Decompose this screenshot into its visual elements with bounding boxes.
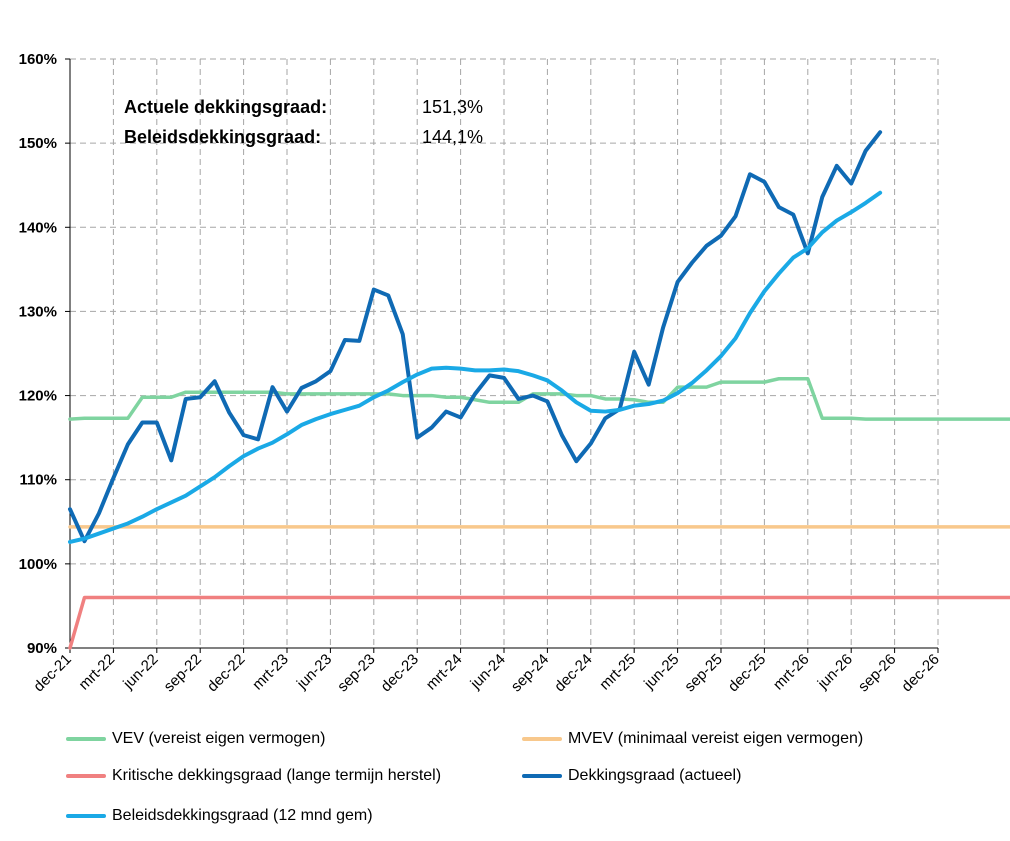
legend-swatch-beleid <box>66 814 106 818</box>
annotation-policy-label: Beleidsdekkingsgraad: <box>124 127 321 147</box>
y-tick-label: 140% <box>19 219 57 236</box>
x-tick-label: sep-23 <box>334 651 378 695</box>
x-tick-label: sep-24 <box>508 651 552 695</box>
x-tick-label: mrt-22 <box>76 651 119 694</box>
legend-label-actueel: Dekkingsgraad (actueel) <box>568 767 742 784</box>
series-line-0 <box>68 376 1010 421</box>
x-tick-label: dec-25 <box>725 651 769 695</box>
legend-label-mvev: MVEV (minimaal vereist eigen vermogen) <box>568 730 864 747</box>
annotation-policy-value: 144,1% <box>422 127 483 147</box>
series-line-3 <box>68 130 883 544</box>
y-tick-label: 160% <box>19 51 57 68</box>
x-tick-label: dec-22 <box>204 651 248 695</box>
y-tick-label: 100% <box>19 556 57 573</box>
legend-item-beleid: Beleidsdekkingsgraad (12 mnd gem) <box>66 807 373 825</box>
x-tick-label: jun-24 <box>467 651 509 693</box>
y-axis-ticks: 90% 100% 110% 120% 130% 140% 150% 160% <box>19 51 70 657</box>
legend-swatch-vev <box>66 737 106 741</box>
legend-swatch-mvev <box>522 737 562 741</box>
x-tick-label: jun-26 <box>814 651 856 693</box>
x-tick-label: mrt-24 <box>423 651 466 694</box>
series-line-4 <box>68 190 883 544</box>
x-tick-label: dec-24 <box>551 651 595 695</box>
x-tick-label: dec-21 <box>30 651 74 695</box>
y-tick-label: 150% <box>19 135 57 152</box>
x-tick-label: sep-22 <box>161 651 205 695</box>
y-tick-label: 130% <box>19 303 57 320</box>
x-tick-label: mrt-25 <box>596 651 639 694</box>
grid <box>70 58 939 648</box>
x-tick-label: mrt-26 <box>770 651 813 694</box>
x-tick-label: sep-26 <box>855 651 899 695</box>
y-tick-label: 90% <box>27 640 57 657</box>
legend-item-kritisch: Kritische dekkingsgraad (lange termijn h… <box>66 767 441 785</box>
legend-item-actueel: Dekkingsgraad (actueel) <box>522 767 741 785</box>
x-tick-label: jun-22 <box>119 651 161 693</box>
series-line-2 <box>68 595 1010 650</box>
y-tick-label: 110% <box>19 472 57 489</box>
legend-swatch-kritisch <box>66 774 106 778</box>
x-tick-label: dec-23 <box>378 651 422 695</box>
x-tick-label: sep-25 <box>681 651 725 695</box>
y-tick-label: 120% <box>19 388 57 405</box>
annotation-actual-value: 151,3% <box>422 97 483 117</box>
legend-item-vev: VEV (vereist eigen vermogen) <box>66 730 325 748</box>
series-lines <box>68 130 1010 650</box>
legend-item-mvev: MVEV (minimaal vereist eigen vermogen) <box>522 730 863 748</box>
legend-label-beleid: Beleidsdekkingsgraad (12 mnd gem) <box>112 807 373 824</box>
x-tick-label: jun-25 <box>640 651 682 693</box>
annotation-box: Actuele dekkingsgraad: 151,3% Beleidsdek… <box>124 97 483 147</box>
x-tick-label: jun-23 <box>293 651 335 693</box>
annotation-actual-label: Actuele dekkingsgraad: <box>124 97 327 117</box>
x-tick-label: dec-26 <box>898 651 942 695</box>
legend-label-vev: VEV (vereist eigen vermogen) <box>112 730 326 747</box>
x-tick-label: mrt-23 <box>249 651 292 694</box>
legend-label-kritisch: Kritische dekkingsgraad (lange termijn h… <box>112 767 442 784</box>
legend-swatch-actueel <box>522 774 562 778</box>
